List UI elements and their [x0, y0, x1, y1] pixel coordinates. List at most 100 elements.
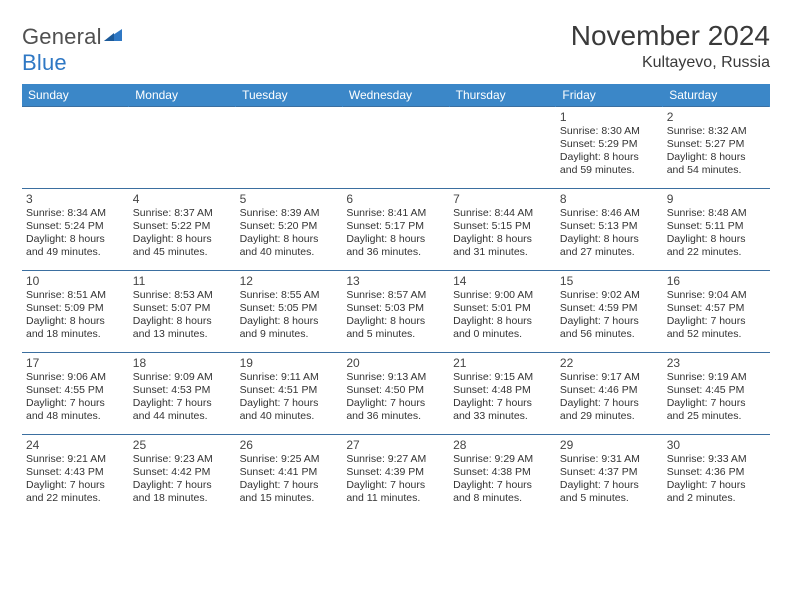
weekday-header: Monday: [129, 84, 236, 107]
day-info: Sunrise: 9:09 AMSunset: 4:53 PMDaylight:…: [133, 371, 232, 424]
day-number: 8: [560, 192, 659, 206]
day-info: Sunrise: 8:41 AMSunset: 5:17 PMDaylight:…: [346, 207, 445, 260]
day-info: Sunrise: 9:17 AMSunset: 4:46 PMDaylight:…: [560, 371, 659, 424]
day-info: Sunrise: 9:21 AMSunset: 4:43 PMDaylight:…: [26, 453, 125, 506]
calendar-day-cell: 9Sunrise: 8:48 AMSunset: 5:11 PMDaylight…: [663, 189, 770, 271]
day-info: Sunrise: 9:27 AMSunset: 4:39 PMDaylight:…: [346, 453, 445, 506]
calendar-day-cell: 25Sunrise: 9:23 AMSunset: 4:42 PMDayligh…: [129, 435, 236, 517]
day-number: 10: [26, 274, 125, 288]
day-info: Sunrise: 8:53 AMSunset: 5:07 PMDaylight:…: [133, 289, 232, 342]
calendar-week-row: 3Sunrise: 8:34 AMSunset: 5:24 PMDaylight…: [22, 189, 770, 271]
weekday-header-row: SundayMondayTuesdayWednesdayThursdayFrid…: [22, 84, 770, 107]
day-number: 3: [26, 192, 125, 206]
logo-word1: General: [22, 24, 102, 49]
month-title: November 2024: [571, 20, 770, 52]
location: Kultayevo, Russia: [571, 54, 770, 72]
calendar-table: SundayMondayTuesdayWednesdayThursdayFrid…: [22, 84, 770, 517]
calendar-day-cell: 16Sunrise: 9:04 AMSunset: 4:57 PMDayligh…: [663, 271, 770, 353]
calendar-day-cell: 11Sunrise: 8:53 AMSunset: 5:07 PMDayligh…: [129, 271, 236, 353]
day-info: Sunrise: 8:32 AMSunset: 5:27 PMDaylight:…: [667, 125, 766, 178]
day-info: Sunrise: 9:15 AMSunset: 4:48 PMDaylight:…: [453, 371, 552, 424]
day-number: 16: [667, 274, 766, 288]
day-info: Sunrise: 9:13 AMSunset: 4:50 PMDaylight:…: [346, 371, 445, 424]
calendar-day-cell: 2Sunrise: 8:32 AMSunset: 5:27 PMDaylight…: [663, 107, 770, 189]
day-info: Sunrise: 8:44 AMSunset: 5:15 PMDaylight:…: [453, 207, 552, 260]
weekday-header: Sunday: [22, 84, 129, 107]
calendar-day-cell: 22Sunrise: 9:17 AMSunset: 4:46 PMDayligh…: [556, 353, 663, 435]
day-info: Sunrise: 9:25 AMSunset: 4:41 PMDaylight:…: [240, 453, 339, 506]
day-number: 24: [26, 438, 125, 452]
day-info: Sunrise: 8:37 AMSunset: 5:22 PMDaylight:…: [133, 207, 232, 260]
day-info: Sunrise: 9:29 AMSunset: 4:38 PMDaylight:…: [453, 453, 552, 506]
calendar-day-cell: 27Sunrise: 9:27 AMSunset: 4:39 PMDayligh…: [342, 435, 449, 517]
day-number: 19: [240, 356, 339, 370]
day-number: 11: [133, 274, 232, 288]
day-number: 12: [240, 274, 339, 288]
day-number: 22: [560, 356, 659, 370]
day-number: 26: [240, 438, 339, 452]
day-number: 14: [453, 274, 552, 288]
day-info: Sunrise: 9:02 AMSunset: 4:59 PMDaylight:…: [560, 289, 659, 342]
calendar-day-cell: [342, 107, 449, 189]
calendar-day-cell: [22, 107, 129, 189]
day-number: 27: [346, 438, 445, 452]
day-number: 18: [133, 356, 232, 370]
calendar-day-cell: 10Sunrise: 8:51 AMSunset: 5:09 PMDayligh…: [22, 271, 129, 353]
day-number: 1: [560, 110, 659, 124]
day-number: 21: [453, 356, 552, 370]
day-info: Sunrise: 8:46 AMSunset: 5:13 PMDaylight:…: [560, 207, 659, 260]
calendar-day-cell: 6Sunrise: 8:41 AMSunset: 5:17 PMDaylight…: [342, 189, 449, 271]
day-number: 13: [346, 274, 445, 288]
day-info: Sunrise: 9:31 AMSunset: 4:37 PMDaylight:…: [560, 453, 659, 506]
header: General Blue November 2024 Kultayevo, Ru…: [22, 20, 770, 76]
day-info: Sunrise: 9:19 AMSunset: 4:45 PMDaylight:…: [667, 371, 766, 424]
day-info: Sunrise: 9:00 AMSunset: 5:01 PMDaylight:…: [453, 289, 552, 342]
calendar-week-row: 1Sunrise: 8:30 AMSunset: 5:29 PMDaylight…: [22, 107, 770, 189]
calendar-day-cell: 14Sunrise: 9:00 AMSunset: 5:01 PMDayligh…: [449, 271, 556, 353]
day-info: Sunrise: 8:39 AMSunset: 5:20 PMDaylight:…: [240, 207, 339, 260]
weekday-header: Saturday: [663, 84, 770, 107]
calendar-day-cell: 29Sunrise: 9:31 AMSunset: 4:37 PMDayligh…: [556, 435, 663, 517]
calendar-day-cell: 15Sunrise: 9:02 AMSunset: 4:59 PMDayligh…: [556, 271, 663, 353]
calendar-day-cell: 4Sunrise: 8:37 AMSunset: 5:22 PMDaylight…: [129, 189, 236, 271]
day-info: Sunrise: 9:33 AMSunset: 4:36 PMDaylight:…: [667, 453, 766, 506]
calendar-day-cell: 8Sunrise: 8:46 AMSunset: 5:13 PMDaylight…: [556, 189, 663, 271]
day-number: 28: [453, 438, 552, 452]
day-number: 2: [667, 110, 766, 124]
calendar-day-cell: 21Sunrise: 9:15 AMSunset: 4:48 PMDayligh…: [449, 353, 556, 435]
calendar-day-cell: 23Sunrise: 9:19 AMSunset: 4:45 PMDayligh…: [663, 353, 770, 435]
day-number: 9: [667, 192, 766, 206]
day-number: 23: [667, 356, 766, 370]
calendar-day-cell: 13Sunrise: 8:57 AMSunset: 5:03 PMDayligh…: [342, 271, 449, 353]
day-info: Sunrise: 9:23 AMSunset: 4:42 PMDaylight:…: [133, 453, 232, 506]
day-number: 6: [346, 192, 445, 206]
day-info: Sunrise: 8:34 AMSunset: 5:24 PMDaylight:…: [26, 207, 125, 260]
calendar-day-cell: 18Sunrise: 9:09 AMSunset: 4:53 PMDayligh…: [129, 353, 236, 435]
day-info: Sunrise: 9:06 AMSunset: 4:55 PMDaylight:…: [26, 371, 125, 424]
calendar-day-cell: 12Sunrise: 8:55 AMSunset: 5:05 PMDayligh…: [236, 271, 343, 353]
day-info: Sunrise: 8:57 AMSunset: 5:03 PMDaylight:…: [346, 289, 445, 342]
day-number: 25: [133, 438, 232, 452]
day-number: 5: [240, 192, 339, 206]
calendar-day-cell: 17Sunrise: 9:06 AMSunset: 4:55 PMDayligh…: [22, 353, 129, 435]
logo: General Blue: [22, 24, 122, 76]
calendar-day-cell: 24Sunrise: 9:21 AMSunset: 4:43 PMDayligh…: [22, 435, 129, 517]
weekday-header: Wednesday: [342, 84, 449, 107]
day-info: Sunrise: 8:30 AMSunset: 5:29 PMDaylight:…: [560, 125, 659, 178]
day-number: 7: [453, 192, 552, 206]
logo-word2: Blue: [22, 50, 67, 75]
day-info: Sunrise: 9:04 AMSunset: 4:57 PMDaylight:…: [667, 289, 766, 342]
day-number: 20: [346, 356, 445, 370]
calendar-week-row: 17Sunrise: 9:06 AMSunset: 4:55 PMDayligh…: [22, 353, 770, 435]
calendar-day-cell: 28Sunrise: 9:29 AMSunset: 4:38 PMDayligh…: [449, 435, 556, 517]
day-info: Sunrise: 8:55 AMSunset: 5:05 PMDaylight:…: [240, 289, 339, 342]
logo-triangle-icon: [104, 21, 122, 47]
day-number: 15: [560, 274, 659, 288]
calendar-day-cell: [236, 107, 343, 189]
calendar-day-cell: 26Sunrise: 9:25 AMSunset: 4:41 PMDayligh…: [236, 435, 343, 517]
weekday-header: Tuesday: [236, 84, 343, 107]
calendar-week-row: 24Sunrise: 9:21 AMSunset: 4:43 PMDayligh…: [22, 435, 770, 517]
calendar-week-row: 10Sunrise: 8:51 AMSunset: 5:09 PMDayligh…: [22, 271, 770, 353]
calendar-day-cell: 1Sunrise: 8:30 AMSunset: 5:29 PMDaylight…: [556, 107, 663, 189]
weekday-header: Thursday: [449, 84, 556, 107]
